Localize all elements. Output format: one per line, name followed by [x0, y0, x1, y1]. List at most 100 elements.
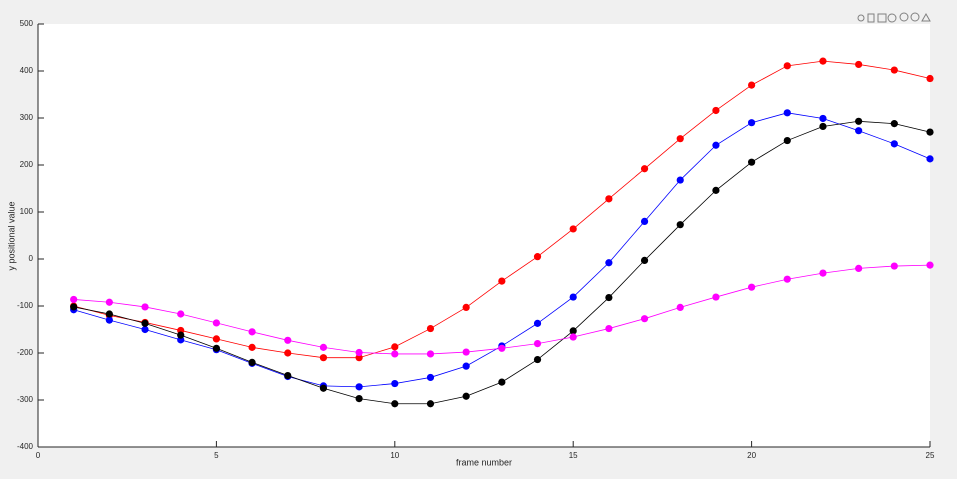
point	[605, 324, 613, 333]
point	[248, 343, 256, 351]
point	[212, 335, 220, 343]
point	[926, 261, 934, 269]
point	[640, 165, 649, 173]
point	[890, 262, 898, 270]
x-tick-label: 0	[36, 451, 41, 460]
y-tick-label: 0	[29, 254, 34, 263]
point	[319, 384, 328, 392]
point	[712, 106, 720, 115]
point	[855, 127, 863, 135]
point	[569, 327, 577, 335]
toolbar[interactable]	[857, 12, 931, 23]
point	[783, 109, 791, 117]
point	[70, 295, 78, 304]
point	[605, 195, 613, 203]
point	[141, 325, 149, 334]
point	[890, 140, 898, 148]
point	[819, 114, 827, 123]
point	[748, 119, 756, 127]
x-tick-label: 20	[747, 451, 756, 460]
y-tick-label: -100	[17, 301, 34, 310]
x-tick-label: 25	[926, 451, 935, 460]
point	[640, 256, 649, 265]
point	[105, 310, 113, 318]
point	[462, 362, 470, 370]
x-axis-label: frame number	[456, 457, 512, 467]
point	[533, 319, 542, 327]
point	[676, 221, 684, 229]
point	[890, 120, 898, 128]
point	[605, 259, 613, 267]
point	[426, 373, 435, 382]
point	[605, 293, 613, 302]
point	[712, 141, 720, 149]
point	[498, 344, 506, 352]
point	[212, 344, 220, 352]
point	[676, 303, 684, 312]
point	[890, 66, 898, 74]
point	[319, 354, 328, 362]
point	[105, 316, 113, 324]
point	[783, 62, 791, 70]
point	[926, 128, 934, 136]
point	[248, 328, 256, 336]
point	[819, 57, 827, 65]
point	[462, 303, 470, 312]
point	[783, 136, 791, 145]
point	[676, 176, 684, 184]
point	[498, 277, 506, 285]
point	[391, 350, 399, 358]
point	[355, 394, 363, 403]
point	[355, 348, 363, 357]
point	[783, 275, 791, 283]
point	[569, 225, 577, 233]
point	[177, 331, 185, 339]
point	[426, 400, 435, 408]
point	[105, 298, 113, 306]
point	[712, 186, 720, 194]
point	[319, 343, 328, 351]
point	[462, 392, 470, 400]
y-tick-label: -400	[17, 442, 34, 451]
point	[640, 217, 649, 225]
point	[462, 348, 470, 356]
point	[569, 293, 577, 301]
point	[248, 358, 256, 366]
x-tick-label: 5	[214, 451, 219, 460]
point	[926, 155, 934, 163]
point	[284, 349, 292, 357]
y-tick-label: 200	[20, 160, 34, 169]
point	[569, 333, 577, 341]
y-tick-label: 100	[20, 207, 34, 216]
y-tick-label: 400	[20, 66, 34, 75]
x-tick-label: 10	[390, 451, 399, 460]
point	[284, 336, 292, 344]
y-tick-label: -300	[17, 395, 34, 404]
point	[926, 74, 934, 83]
point	[676, 135, 684, 143]
point	[212, 319, 220, 327]
point	[284, 371, 292, 380]
y-tick-label: 500	[20, 19, 34, 28]
y-tick-label: -200	[17, 348, 34, 357]
y-axis-label: y positional value	[6, 201, 16, 270]
axes-background	[38, 24, 930, 447]
point	[141, 303, 149, 311]
point	[391, 343, 399, 351]
point	[391, 379, 399, 388]
point	[640, 315, 649, 323]
point	[819, 122, 827, 131]
point	[712, 293, 720, 301]
point	[426, 350, 435, 358]
point	[426, 324, 435, 333]
point	[141, 319, 149, 327]
point	[748, 158, 756, 166]
point	[748, 283, 756, 291]
point	[177, 310, 185, 318]
point	[855, 264, 863, 272]
x-tick-label: 15	[569, 451, 578, 460]
point	[533, 253, 542, 261]
point	[355, 354, 363, 362]
